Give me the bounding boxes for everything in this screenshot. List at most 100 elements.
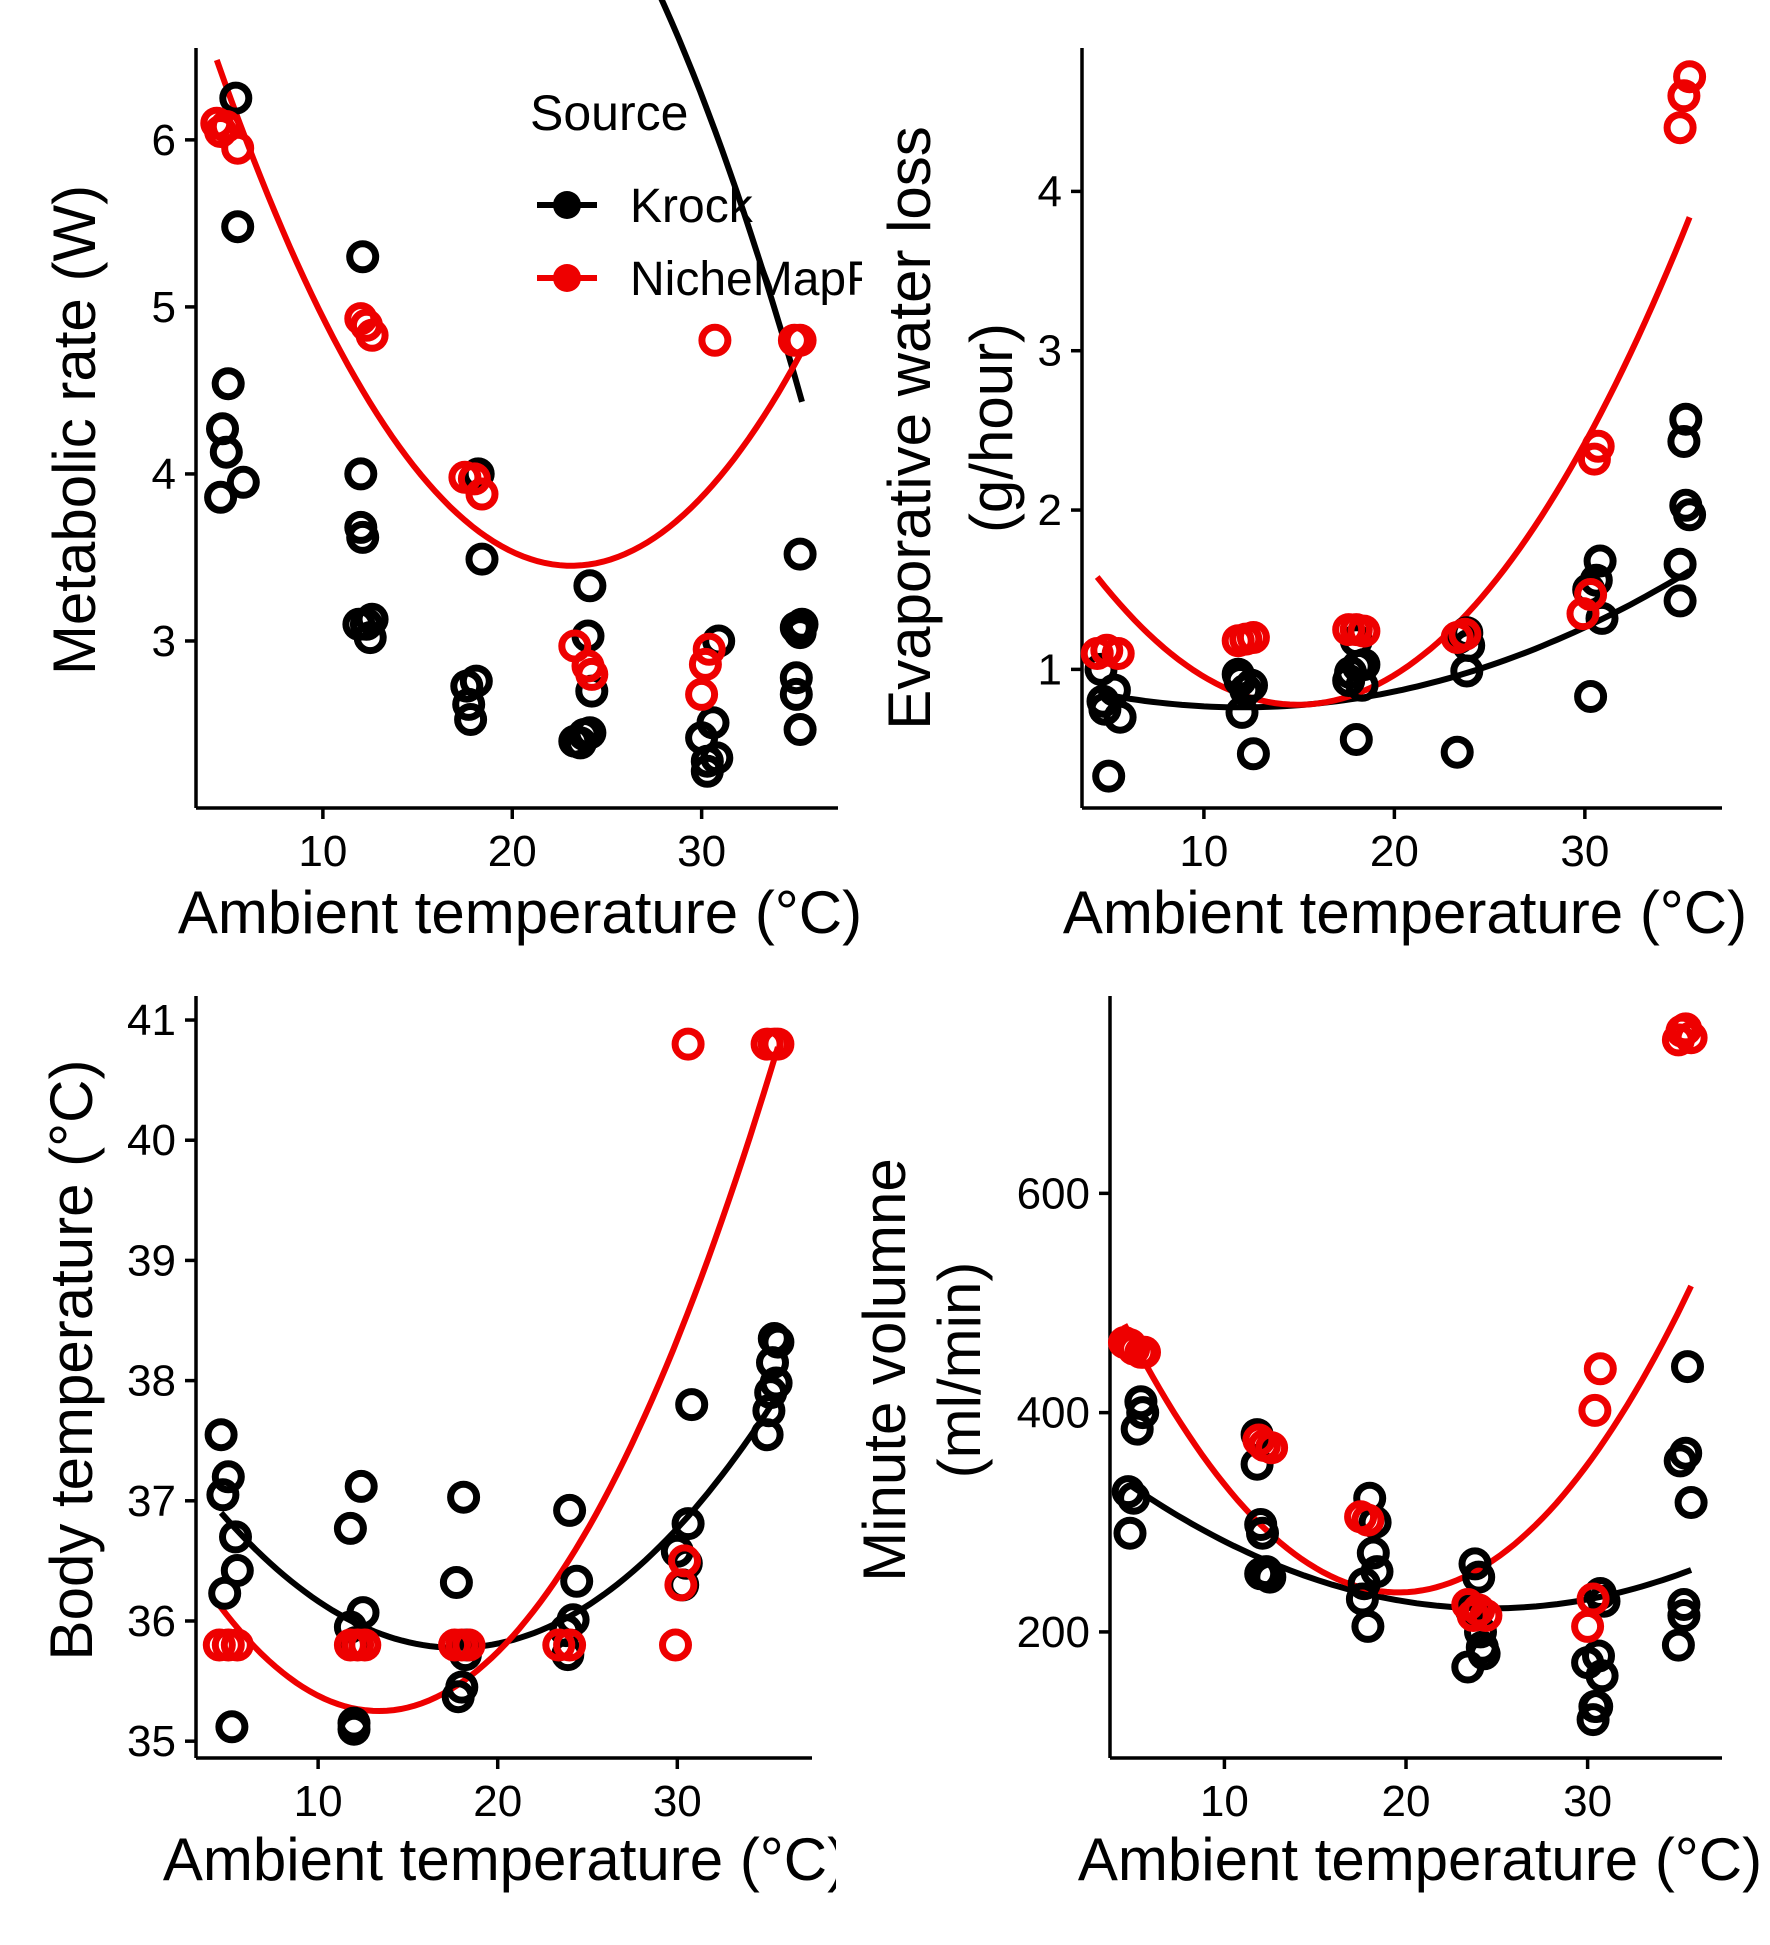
fit-line-krock <box>1126 1481 1693 1612</box>
data-point-krock <box>215 1710 249 1744</box>
data-point-nichemapr <box>659 1628 692 1662</box>
data-point-nichemapr <box>348 1628 382 1662</box>
y-axis-title-line-1: Evaporative water loss <box>876 126 943 730</box>
fit-line-nichemapr <box>1121 1284 1694 1596</box>
data-point-nichemapr <box>1578 1393 1612 1427</box>
data-point-krock <box>1667 425 1701 458</box>
y-tick-label: 400 <box>1017 1389 1090 1438</box>
x-axis-title: Ambient temperature (°C) <box>1078 1826 1762 1893</box>
legend-entry-nichemapr: NicheMapR <box>537 253 862 306</box>
data-point-nichemapr <box>1571 1609 1605 1643</box>
data-point-nichemapr <box>783 323 817 357</box>
data-point-nichemapr <box>671 1027 705 1061</box>
data-point-krock <box>1113 1516 1147 1550</box>
data-point-krock <box>671 1507 705 1541</box>
x-tick-label: 30 <box>1560 827 1609 876</box>
x-axis-title: Ambient temperature (°C) <box>163 1826 847 1893</box>
data-point-nichemapr <box>1347 614 1381 648</box>
data-point-krock <box>1440 735 1474 769</box>
x-axis-title: Ambient temperature (°C) <box>178 879 862 946</box>
data-point-krock <box>779 677 813 711</box>
y-tick-label: 37 <box>127 1477 176 1526</box>
y-tick-label: 40 <box>127 1116 176 1165</box>
data-point-krock <box>1246 1516 1279 1550</box>
data-point-krock <box>204 1418 238 1452</box>
y-tick-label: 4 <box>1038 167 1062 216</box>
data-point-krock <box>220 1554 254 1587</box>
data-point-krock <box>1462 1560 1496 1594</box>
data-point-krock <box>783 713 817 746</box>
x-tick-label: 30 <box>653 1777 702 1826</box>
data-point-krock <box>1669 1436 1703 1470</box>
data-point-krock <box>573 569 607 603</box>
data-point-nichemapr <box>1667 79 1701 113</box>
x-axis-title: Ambient temperature (°C) <box>1063 879 1747 946</box>
x-tick-label: 30 <box>677 827 726 876</box>
y-tick-label: 4 <box>152 450 176 499</box>
y-axis-title: Body temperature (°C) <box>38 1060 105 1661</box>
x-tick-label: 20 <box>1370 827 1419 876</box>
data-point-krock <box>226 465 260 499</box>
data-point-krock <box>344 1469 378 1503</box>
data-point-krock <box>219 81 253 115</box>
legend-key-point-krock <box>553 191 581 219</box>
legend-entry-krock: Krock <box>537 180 754 233</box>
data-point-krock <box>779 661 813 695</box>
y-axis-title-line-2: (g/hour) <box>958 323 1025 533</box>
y-axis-title: Metabolic rate (W) <box>41 185 108 675</box>
data-point-nichemapr <box>553 1628 587 1662</box>
data-point-krock <box>700 741 734 775</box>
data-point-krock <box>445 1670 479 1704</box>
data-point-krock <box>1583 544 1617 578</box>
data-point-nichemapr <box>1448 617 1482 651</box>
fit-line-nichemapr <box>216 1046 781 1715</box>
data-point-krock <box>209 435 243 469</box>
legend-key-point-nichemapr <box>553 264 581 292</box>
data-point-krock <box>1117 1481 1151 1515</box>
panel-metabolic-rate: Ambient temperature (°C) Metabolic rate … <box>41 0 862 946</box>
data-point-krock <box>1663 584 1697 618</box>
data-point-nichemapr <box>1674 1021 1708 1055</box>
x-tick-label: 10 <box>1179 827 1228 876</box>
legend: Source Krock NicheMapR <box>530 85 862 306</box>
y-tick-label: 1 <box>1038 645 1062 694</box>
legend-title: Source <box>530 85 688 141</box>
data-point-krock <box>1450 654 1484 688</box>
data-point-nichemapr <box>1576 1582 1610 1616</box>
y-tick-label: 200 <box>1017 1608 1090 1657</box>
data-point-krock <box>459 664 493 698</box>
data-point-nichemapr <box>1673 60 1707 94</box>
data-point-krock <box>1585 1659 1619 1693</box>
data-point-nichemapr <box>575 657 609 691</box>
data-point-nichemapr <box>1101 637 1135 670</box>
data-point-nichemapr <box>1663 111 1697 145</box>
data-point-krock <box>211 367 245 401</box>
data-point-krock <box>346 240 380 274</box>
data-point-nichemapr <box>1236 621 1270 654</box>
data-point-krock <box>219 1520 252 1554</box>
data-point-nichemapr <box>1128 1335 1161 1369</box>
data-point-krock <box>1667 1588 1701 1621</box>
data-point-krock <box>573 716 607 750</box>
data-point-krock <box>560 1564 594 1598</box>
data-point-krock <box>761 1325 795 1359</box>
panel-minute-volume: Ambient temperature (°C) Minute volumne … <box>851 996 1762 1893</box>
data-point-krock <box>1582 1639 1615 1673</box>
fit-line-nichemapr <box>213 58 803 569</box>
data-point-nichemapr <box>698 323 732 357</box>
data-point-nichemapr <box>1583 1352 1617 1386</box>
y-tick-label: 38 <box>127 1357 176 1406</box>
data-point-krock <box>337 1706 371 1740</box>
data-point-krock <box>346 1596 380 1630</box>
legend-label-krock: Krock <box>630 180 754 233</box>
data-point-nichemapr <box>1255 1431 1289 1465</box>
data-point-nichemapr <box>1574 578 1608 611</box>
data-point-nichemapr <box>685 677 719 711</box>
data-point-krock <box>1356 1536 1390 1570</box>
panel-evaporative-water-loss: Ambient temperature (°C) Evaporative wat… <box>876 48 1747 946</box>
fit-line-krock <box>658 0 805 403</box>
data-point-krock <box>355 602 389 636</box>
data-point-krock <box>696 706 730 740</box>
x-tick-label: 20 <box>1382 1777 1431 1826</box>
